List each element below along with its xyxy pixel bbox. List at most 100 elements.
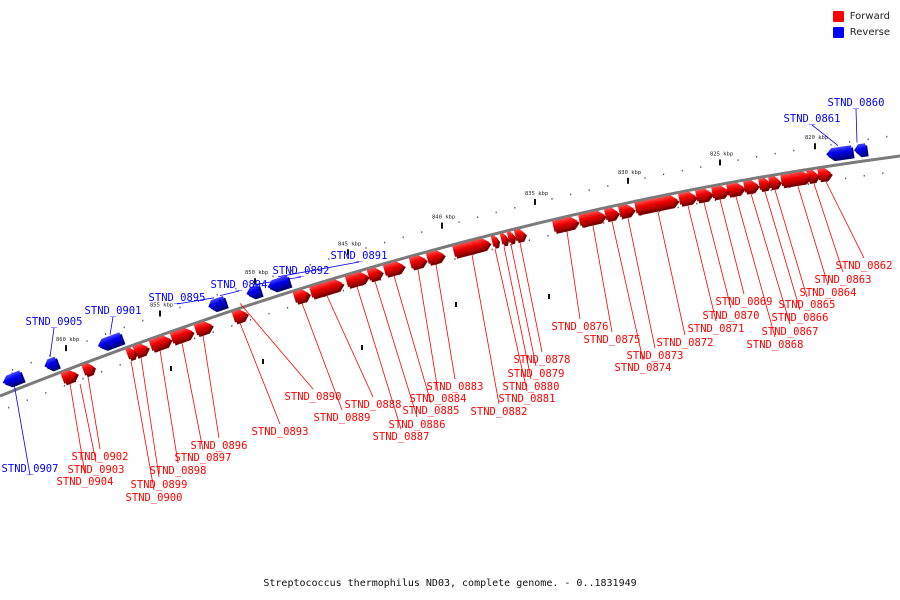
gene-arrow[interactable] [711,184,731,201]
minor-tick [26,399,28,402]
minor-tick [458,221,460,223]
gene-arrow[interactable] [817,167,833,183]
gene-leader-line [510,244,537,367]
gene-label: STND_0874 [615,362,672,374]
gene-leader-line [750,193,791,325]
gene-leader-line [813,183,844,273]
minor-tick [737,159,739,161]
minor-tick [830,143,832,146]
major-tick [814,143,816,150]
gene-arrow[interactable] [292,287,313,305]
gene-arrow[interactable] [513,228,528,244]
gene-leader-line [277,261,360,278]
gene-arrow[interactable] [499,232,511,247]
gene-arrow[interactable] [578,209,608,228]
gene-arrow-body [578,210,605,226]
minor-tick [570,193,572,196]
gene-arrow-body [60,370,77,384]
gene-arrow[interactable] [452,236,493,259]
gene-label: STND_0882 [471,406,528,418]
minor-tick [63,384,65,387]
gene-arrow[interactable] [309,277,346,300]
gene-label: STND_0894 [211,279,268,291]
gene-arrow[interactable] [506,230,518,245]
gene-arrow[interactable] [425,248,447,266]
gene-arrow[interactable] [825,145,855,162]
minor-tick [101,370,103,373]
gene-arrow[interactable] [81,361,98,378]
gene-leader-line [435,264,456,380]
gene-arrow[interactable] [768,175,783,191]
minor-tick [663,173,665,176]
minor-tick [291,269,293,272]
gene-arrow-body [2,370,24,386]
gene-label: STND_0893 [252,426,309,438]
gene-label: STND_0900 [126,492,183,504]
gene-label: STND_0875 [584,334,641,346]
gene-leader-line [592,225,613,333]
gene-arrow[interactable] [96,332,126,354]
gene-arrow[interactable] [853,143,869,158]
gene-label: STND_0870 [703,310,760,322]
gene-arrow-body [44,356,59,370]
minor-tick [882,172,884,174]
gene-leader-line [356,286,402,430]
gene-arrow[interactable] [603,206,621,223]
gene-arrow[interactable] [207,297,224,314]
gene-label: STND_0899 [131,479,188,491]
tick-label: 820 kbp [805,135,828,141]
gene-arrow[interactable] [780,170,812,189]
gene-arrow[interactable] [634,194,680,216]
gene-label: STND_0907 [2,463,59,475]
gene-arrow[interactable] [344,270,371,290]
minor-tick [249,318,251,321]
major-tick [254,278,256,285]
gene-arrow-body [695,188,712,202]
gene-label: STND_0871 [688,323,745,335]
gene-arrow[interactable] [60,367,81,386]
gene-arrow[interactable] [490,234,502,249]
gene-label: STND_0886 [389,419,446,431]
gene-arrow-body [425,250,444,264]
gene-arrow-body [231,309,247,323]
gene-arrow[interactable] [408,253,430,271]
gene-arrow[interactable] [266,275,293,295]
gene-arrow[interactable] [231,307,251,325]
gene-leader-line [219,290,240,297]
tick-label: 830 kbp [618,170,641,176]
gene-arrow[interactable] [695,187,715,204]
gene-arrow[interactable] [743,179,761,195]
minor-tick [287,306,289,309]
gene-arrow[interactable] [678,190,699,207]
major-tick [170,366,172,371]
genome-backbone [0,154,900,398]
gene-arrow[interactable] [42,356,61,374]
tick-label: 860 kbp [56,337,79,343]
gene-arrow[interactable] [193,319,216,338]
gene-arrow[interactable] [552,215,581,234]
gene-arrow[interactable] [758,177,773,192]
minor-tick [402,236,404,239]
gene-arrow[interactable] [806,169,821,185]
gene-layer [1,143,869,390]
gene-leader-line [69,383,86,475]
gene-arrow[interactable] [148,333,175,353]
minor-tick [603,222,605,224]
gene-arrow[interactable] [1,370,26,390]
legend-reverse-swatch [832,26,844,38]
gene-arrow[interactable] [382,259,407,278]
gene-arrow[interactable] [245,284,264,302]
gene-arrow[interactable] [366,266,386,283]
gene-arrow-body [344,271,368,287]
gene-arrow[interactable] [169,325,197,346]
gene-arrow-body [726,182,744,196]
gene-label: STND_0880 [503,381,560,393]
gene-arrow-body [169,327,193,344]
minor-tick [886,135,888,138]
gene-arrow-body [780,171,810,187]
gene-leader-line [687,205,717,322]
gene-arrow[interactable] [125,346,139,362]
gene-arrow[interactable] [618,203,637,220]
gene-arrow[interactable] [726,181,747,198]
gene-label: STND_0891 [331,250,388,262]
